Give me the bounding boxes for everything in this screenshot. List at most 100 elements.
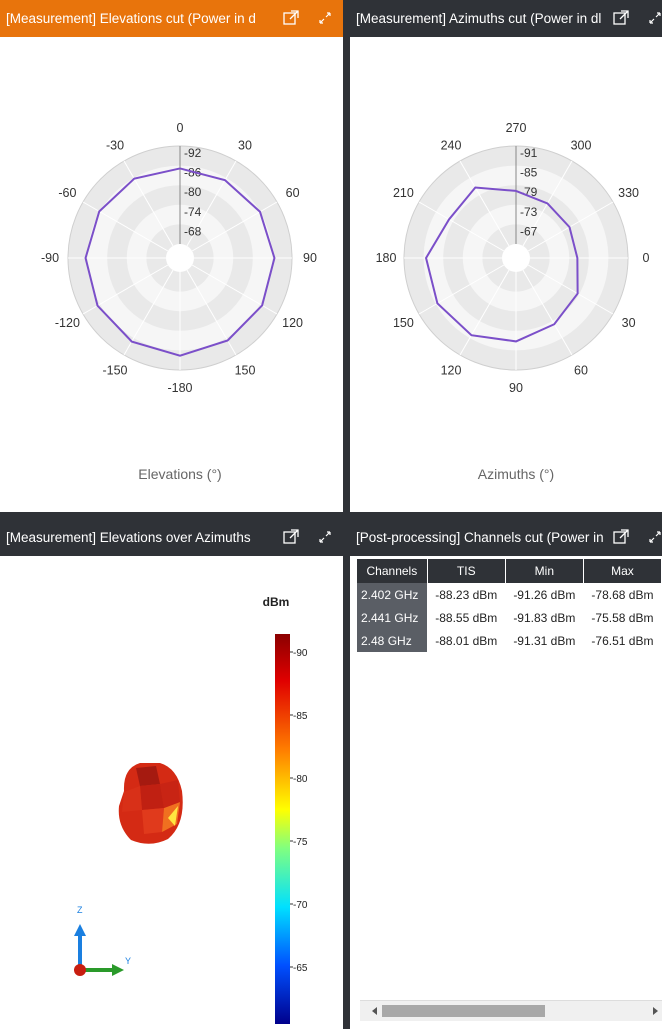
table-cell[interactable]: -91.26 dBm: [513, 587, 576, 602]
elevations-polar-chart: -92-86-80-74-680306090120150-180-150-120…: [41, 121, 317, 482]
external-window-icon[interactable]: [282, 9, 300, 27]
series-line: [84, 167, 276, 357]
table-cell[interactable]: 2.402 GHz: [357, 583, 428, 606]
elevations-cut-header[interactable]: [Measurement] Elevations cut (Power in d: [0, 0, 343, 37]
radiation-3d-view[interactable]: Z Y dBm -90 -85 -80 -75 -70 -65: [0, 556, 343, 1029]
colorbar-tick-label: -85: [293, 711, 308, 722]
angle-tick-label: 240: [441, 138, 462, 152]
axis-title: Elevations (°): [138, 466, 221, 482]
polar-spoke: [522, 269, 573, 356]
elevations-cut-panel: [Measurement] Elevations cut (Power in d…: [0, 0, 343, 512]
angle-tick-label: 30: [238, 138, 252, 152]
panel-title: [Measurement] Elevations cut (Power in d: [6, 11, 256, 26]
panel-title: [Measurement] Azimuths cut (Power in dl: [356, 11, 602, 26]
table-cell[interactable]: -88.55 dBm: [435, 610, 498, 625]
angle-tick-label: -120: [55, 316, 80, 330]
external-window-icon[interactable]: [282, 528, 300, 546]
polar-spoke: [459, 269, 510, 356]
radiation-pattern-shape: [118, 763, 183, 844]
angle-tick-label: 60: [574, 364, 588, 378]
colorbar-tick-label: -65: [293, 963, 308, 974]
axis-title: Azimuths (°): [478, 466, 554, 482]
angle-tick-label: 120: [441, 364, 462, 378]
column-header-min[interactable]: Min: [505, 559, 584, 583]
table-cell[interactable]: -91.83 dBm: [513, 610, 576, 625]
angle-tick-label: 120: [282, 316, 303, 330]
table-cell[interactable]: -91.31 dBm: [513, 633, 576, 648]
colorbar-tick-label: -80: [293, 774, 308, 785]
angle-tick-label: 60: [286, 186, 300, 200]
table-cell[interactable]: -78.68 dBm: [591, 587, 654, 602]
angle-tick-label: 180: [376, 251, 397, 265]
angle-tick-label: 270: [506, 121, 527, 135]
scroll-left-icon: [372, 1007, 377, 1015]
table-cell[interactable]: -75.58 dBm: [591, 610, 654, 625]
table-cell[interactable]: -76.51 dBm: [591, 633, 654, 648]
azimuths-polar-chart: -91 -85 -79 -73 -67 270 300 330 0 30 60 90 120 150 180…: [376, 121, 650, 482]
external-window-icon[interactable]: [612, 9, 630, 27]
polar-spoke: [191, 201, 278, 252]
colorbar-tick-label: -70: [293, 900, 308, 911]
radial-tick-label: -79: [520, 185, 538, 199]
column-header-max[interactable]: Max: [583, 559, 662, 583]
panel-title: [Post-processing] Channels cut (Power in: [356, 530, 604, 545]
series-line: [424, 186, 579, 343]
angle-tick-label: 150: [393, 316, 414, 330]
elevations-over-azimuths-panel: [Measurement] Elevations over Azimuths: [0, 519, 343, 1029]
colorbar-tick-label: -75: [293, 837, 308, 848]
angle-tick-label: 210: [393, 186, 414, 200]
polar-spoke: [418, 201, 505, 252]
expand-arrows-icon[interactable]: [316, 9, 334, 27]
channels-cut-panel: [Post-processing] Channels cut (Power in…: [350, 519, 662, 1029]
angle-tick-label: -90: [41, 251, 59, 265]
table-row[interactable]: 2.402 GHz -88.23 dBm -91.26 dBm -78.68 d…: [357, 583, 662, 606]
polar-spoke: [459, 160, 510, 247]
radial-tick-label: -85: [520, 166, 538, 180]
angle-tick-label: 90: [509, 381, 523, 395]
expand-arrows-icon[interactable]: [646, 528, 662, 546]
table-cell[interactable]: -88.23 dBm: [435, 587, 498, 602]
polar-spoke: [527, 264, 614, 315]
polar-spoke: [418, 264, 505, 315]
external-window-icon[interactable]: [612, 528, 630, 546]
polar-spoke: [82, 201, 169, 252]
polar-grid: [67, 145, 293, 371]
angle-tick-label: 150: [235, 364, 256, 378]
azimuths-cut-header[interactable]: [Measurement] Azimuths cut (Power in dl: [350, 0, 662, 37]
polar-center: [502, 244, 530, 272]
angle-tick-label: 330: [618, 186, 639, 200]
angle-tick-label: -180: [167, 381, 192, 395]
polar-spoke: [186, 160, 237, 247]
elevations-over-azimuths-header[interactable]: [Measurement] Elevations over Azimuths: [0, 519, 343, 556]
radial-tick-label: -92: [184, 146, 202, 160]
table-row[interactable]: 2.441 GHz -88.55 dBm -91.83 dBm -75.58 d…: [357, 606, 662, 629]
angle-tick-label: 90: [303, 251, 317, 265]
table-cell[interactable]: 2.441 GHz: [357, 606, 428, 629]
expand-arrows-icon[interactable]: [316, 528, 334, 546]
colorbar-tick-label: -90: [293, 648, 308, 659]
colorbar: dBm -90 -85 -80 -75 -70 -65: [263, 595, 308, 1024]
radial-tick-label: -80: [184, 185, 202, 199]
radial-tick-label: -74: [184, 205, 202, 219]
colorbar-title: dBm: [263, 595, 290, 609]
channels-cut-header[interactable]: [Post-processing] Channels cut (Power in: [350, 519, 662, 556]
angle-tick-label: -150: [102, 364, 127, 378]
scroll-right-icon: [653, 1007, 658, 1015]
table-cell[interactable]: -88.01 dBm: [435, 633, 498, 648]
column-header-tis[interactable]: TIS: [427, 559, 506, 583]
horizontal-scrollbar[interactable]: [360, 1000, 662, 1021]
angle-tick-label: 30: [622, 316, 636, 330]
radial-tick-label: -68: [184, 224, 202, 238]
azimuths-cut-panel: [Measurement] Azimuths cut (Power in dl …: [350, 0, 662, 512]
polar-center: [166, 244, 194, 272]
angle-tick-label: 0: [643, 251, 650, 265]
table-row[interactable]: 2.48 GHz -88.01 dBm -91.31 dBm -76.51 dB…: [357, 629, 662, 652]
radial-tick-label: -73: [520, 205, 538, 219]
angle-tick-label: 300: [571, 138, 592, 152]
panel-title: [Measurement] Elevations over Azimuths: [6, 530, 251, 545]
polar-spoke: [527, 201, 614, 252]
radial-tick-label: -91: [520, 146, 538, 160]
table-cell[interactable]: 2.48 GHz: [357, 629, 428, 652]
column-header-channels[interactable]: Channels: [357, 559, 428, 583]
expand-arrows-icon[interactable]: [646, 9, 662, 27]
